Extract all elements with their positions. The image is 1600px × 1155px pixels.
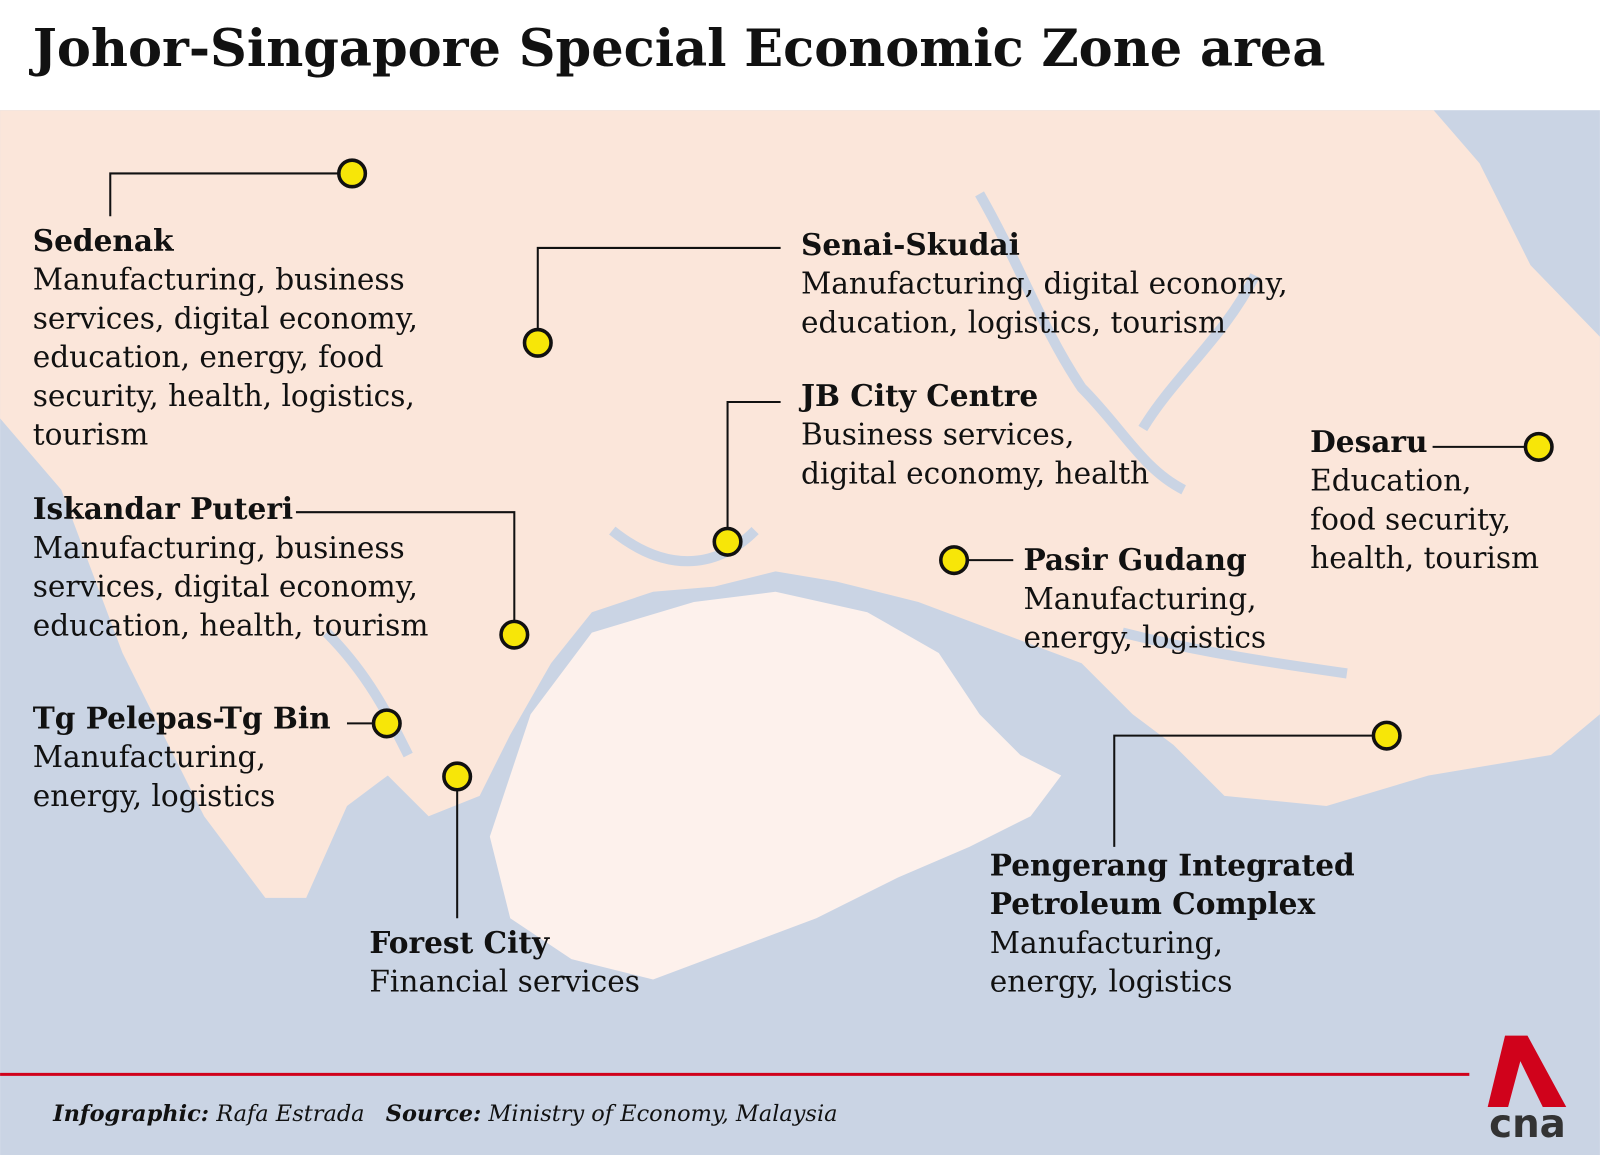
location-marker — [712, 526, 743, 557]
location-sectors: Manufacturing, digital economy, — [801, 267, 1288, 301]
location-name: Iskandar Puteri — [33, 491, 293, 526]
location-sectors: Manufacturing, — [33, 740, 266, 774]
location-sectors: energy, logistics — [33, 779, 276, 813]
source-name: Ministry of Economy, Malaysia — [487, 1101, 837, 1127]
location-sectors: services, digital economy, — [33, 301, 418, 335]
location-sectors: Education, — [1310, 464, 1471, 498]
connector — [109, 172, 338, 217]
location-marker — [371, 708, 402, 739]
location-marker — [442, 761, 473, 792]
location-sectors: education, energy, food — [33, 340, 384, 374]
location-name: Desaru — [1310, 424, 1427, 459]
source: Source: Ministry of Economy, Malaysia — [386, 1101, 838, 1127]
connector — [536, 246, 781, 329]
johor-land — [0, 110, 1600, 898]
location-sectors: education, health, tourism — [33, 608, 429, 642]
source-label: Source: — [386, 1101, 482, 1127]
location-marker — [1523, 431, 1554, 462]
location-sectors: Manufacturing, — [990, 926, 1223, 960]
credit-label: Infographic: — [52, 1101, 209, 1127]
location-sectors: tourism — [33, 418, 149, 452]
location-sectors: digital economy, health — [801, 456, 1149, 490]
location-name: JB City Centre — [798, 378, 1038, 413]
logo-mark — [1487, 1035, 1567, 1108]
location-name: Pasir Gudang — [1023, 542, 1246, 577]
logo-text: cna — [1489, 1102, 1566, 1147]
location-sectors: Financial services — [369, 965, 639, 999]
credit: Infographic: Rafa Estrada — [52, 1101, 364, 1127]
location-name: Tg Pelepas-Tg Bin — [33, 700, 331, 735]
location-marker — [939, 545, 970, 576]
connector — [1113, 734, 1373, 847]
location-sectors: Manufacturing, — [1023, 582, 1256, 616]
location-sectors: security, health, logistics, — [33, 379, 415, 413]
location-sectors: energy, logistics — [1023, 621, 1266, 655]
location-sectors: health, tourism — [1310, 541, 1539, 575]
singapore-land — [489, 591, 1062, 980]
title: Johor-Singapore Special Economic Zone ar… — [29, 19, 1326, 79]
location-sectors: Manufacturing, business — [33, 263, 405, 297]
location-marker — [522, 327, 553, 358]
connector — [295, 511, 516, 621]
location-name: Pengerang Integrated — [990, 847, 1355, 882]
location-sectors: services, digital economy, — [33, 570, 418, 604]
location-name: Senai-Skudai — [801, 227, 1020, 262]
location-name: Petroleum Complex — [990, 886, 1316, 921]
header-bg — [0, 0, 1600, 111]
location-name: Forest City — [369, 925, 550, 960]
location-marker — [337, 158, 368, 189]
location-sectors: Business services, — [801, 418, 1074, 452]
location-name: Sedenak — [33, 223, 174, 258]
connector — [726, 400, 781, 528]
location-sectors: education, logistics, tourism — [801, 305, 1226, 339]
river — [322, 191, 1348, 758]
location-sectors: food security, — [1310, 502, 1511, 536]
location-marker — [499, 619, 530, 650]
location-sectors: Manufacturing, business — [33, 531, 405, 565]
credit-name: Rafa Estrada — [215, 1101, 364, 1127]
location-marker — [1371, 720, 1402, 751]
location-sectors: energy, logistics — [990, 965, 1233, 999]
